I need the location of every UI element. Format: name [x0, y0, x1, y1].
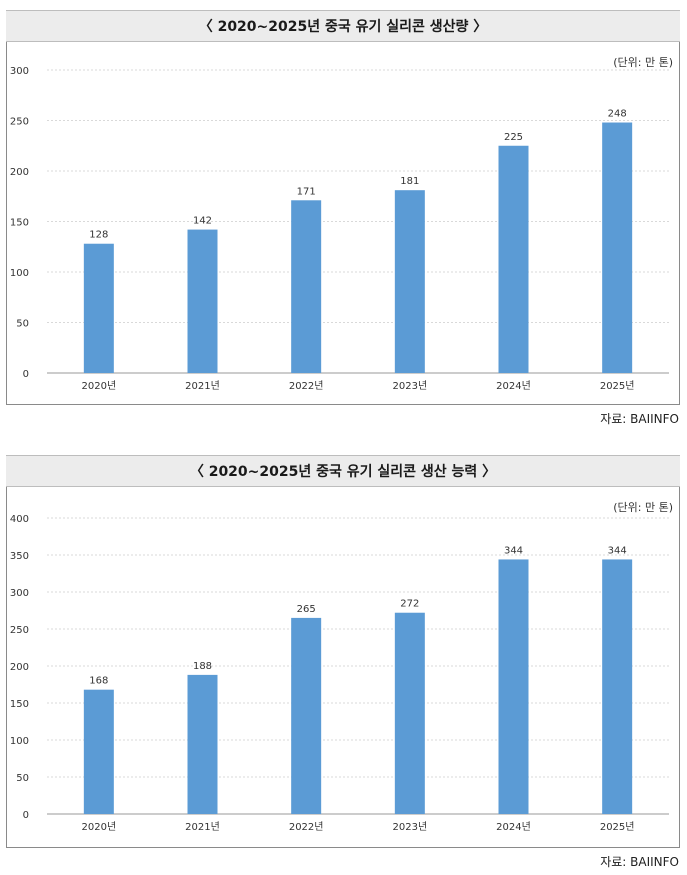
data-label: 272 [400, 599, 419, 610]
y-tick-label: 250 [10, 117, 29, 128]
y-tick-label: 200 [10, 167, 29, 178]
y-tick-label: 150 [10, 699, 29, 710]
x-tick-label: 2020년 [82, 821, 117, 833]
x-tick-label: 2025년 [600, 821, 635, 833]
x-tick-label: 2022년 [289, 821, 324, 833]
production-bar-chart: (단위: 만 톤) 0 50 100 150 200 250 300 128 2020년 142 20… [10, 56, 673, 392]
y-tick-label: 100 [10, 736, 29, 747]
capacity-bar-chart: (단위: 만 톤) 0 50 100 150 200 250 300 350 400 168 2020… [10, 501, 673, 833]
x-tick-label: 2024년 [496, 380, 531, 392]
x-tick-label: 2024년 [496, 821, 531, 833]
bar [394, 612, 425, 814]
bar [187, 229, 218, 373]
source-label: 자료: BAIINFO [600, 412, 679, 426]
bar [602, 122, 633, 374]
bar [187, 674, 218, 814]
data-label: 171 [297, 186, 316, 197]
data-label: 188 [193, 661, 212, 672]
y-tick-label: 150 [10, 218, 29, 229]
data-label: 265 [297, 604, 316, 615]
y-tick-label: 400 [10, 514, 29, 525]
source-label: 자료: BAIINFO [600, 855, 679, 869]
data-label: 344 [608, 545, 627, 556]
data-label: 181 [400, 176, 419, 187]
data-label: 225 [504, 132, 523, 143]
data-label: 344 [504, 545, 523, 556]
y-tick-label: 250 [10, 625, 29, 636]
bar [83, 243, 114, 373]
data-label: 248 [608, 109, 627, 120]
chart-area: (단위: 만 톤) 0 50 100 150 200 250 300 350 400 168 2020… [6, 487, 680, 848]
y-tick-label: 200 [10, 662, 29, 673]
x-tick-label: 2020년 [82, 380, 117, 392]
chart-title: 〈 2020~2025년 중국 유기 실리콘 생산량 〉 [6, 10, 680, 42]
y-tick-label: 300 [10, 66, 29, 77]
bar [394, 190, 425, 373]
x-tick-label: 2021년 [185, 821, 220, 833]
unit-label: (단위: 만 톤) [613, 56, 673, 69]
x-tick-label: 2025년 [600, 380, 635, 392]
bar [602, 559, 633, 814]
bar [498, 559, 529, 814]
chart-panel-capacity: 〈 2020~2025년 중국 유기 실리콘 생산 능력 〉 (단위: 만 톤)… [6, 455, 680, 848]
data-label: 128 [89, 230, 108, 241]
y-tick-label: 0 [23, 810, 29, 821]
x-tick-label: 2022년 [289, 380, 324, 392]
chart-panel-production: 〈 2020~2025년 중국 유기 실리콘 생산량 〉 (단위: 만 톤) 0 5… [6, 10, 680, 405]
x-tick-label: 2023년 [393, 821, 428, 833]
data-label: 142 [193, 216, 212, 227]
bar [498, 145, 529, 373]
bar [291, 200, 322, 373]
data-label: 168 [89, 676, 108, 687]
chart-title: 〈 2020~2025년 중국 유기 실리콘 생산 능력 〉 [6, 455, 680, 487]
chart-area: (단위: 만 톤) 0 50 100 150 200 250 300 128 2020년 142 20… [6, 42, 680, 405]
bar [83, 689, 114, 814]
y-tick-label: 50 [16, 773, 29, 784]
y-tick-label: 100 [10, 268, 29, 279]
y-tick-label: 0 [23, 369, 29, 380]
x-tick-label: 2023년 [393, 380, 428, 392]
unit-label: (단위: 만 톤) [613, 501, 673, 514]
x-tick-label: 2021년 [185, 380, 220, 392]
y-tick-label: 50 [16, 319, 29, 330]
y-tick-label: 300 [10, 588, 29, 599]
y-tick-label: 350 [10, 551, 29, 562]
bar [291, 617, 322, 814]
